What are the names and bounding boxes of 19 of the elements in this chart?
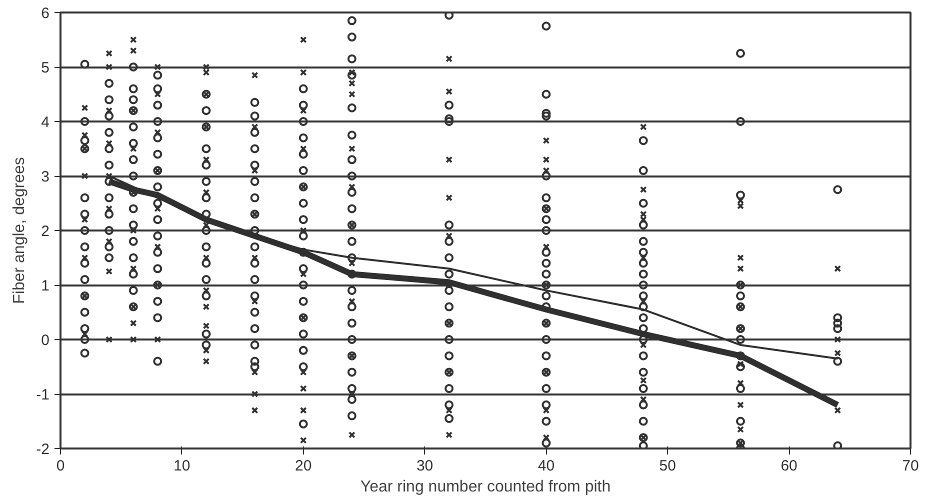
y-tick-label: 4 bbox=[41, 114, 50, 131]
y-tick-label: 0 bbox=[41, 332, 50, 349]
x-tick-label: 40 bbox=[538, 458, 555, 474]
x-tick-label: 50 bbox=[659, 458, 676, 474]
y-tick-label: 2 bbox=[41, 223, 50, 240]
y-tick-label: 3 bbox=[41, 168, 50, 186]
y-axis-title: Fiber angle, degrees bbox=[11, 157, 28, 304]
x-tick-label: 70 bbox=[902, 458, 919, 474]
x-tick-label: 10 bbox=[174, 458, 190, 474]
y-tick-label: -2 bbox=[36, 441, 50, 458]
y-tick-label: 6 bbox=[41, 5, 50, 22]
y-tick-label: 5 bbox=[41, 60, 50, 76]
x-tick-label: 60 bbox=[780, 458, 798, 474]
y-tick-label: 1 bbox=[41, 278, 50, 294]
x-axis-title: Year ring number counted from pith bbox=[360, 478, 611, 496]
x-tick-label: 0 bbox=[56, 458, 65, 474]
y-tick-label: -1 bbox=[36, 386, 50, 404]
x-tick-label: 30 bbox=[416, 458, 434, 474]
x-tick-label: 20 bbox=[295, 458, 312, 474]
